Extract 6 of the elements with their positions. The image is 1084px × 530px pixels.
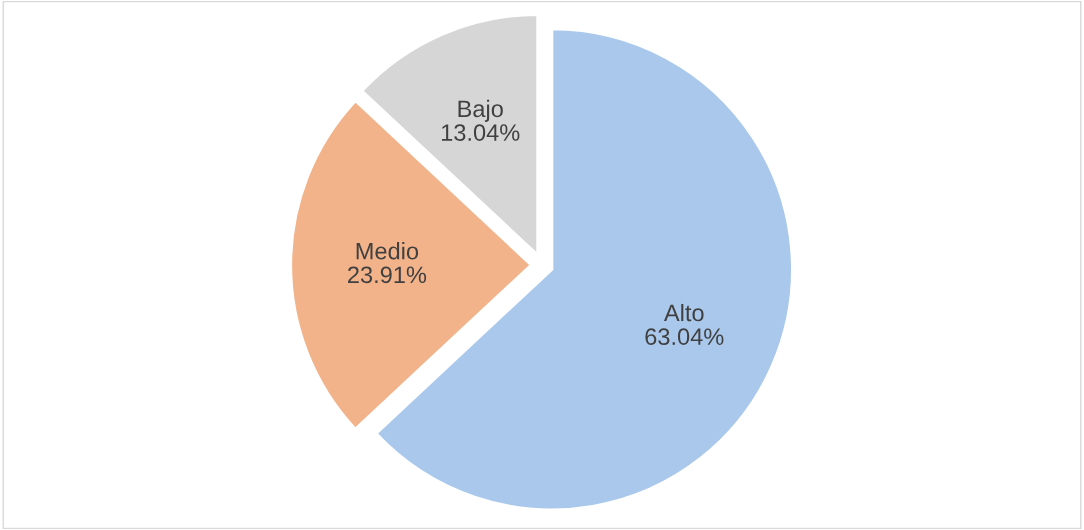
data-label: 63.04% xyxy=(645,328,724,345)
slice-label: Medio xyxy=(356,242,419,260)
data-label: 23.91% xyxy=(348,266,427,284)
slice-label: Alto xyxy=(663,303,704,322)
data-label: 13.04% xyxy=(441,124,520,141)
slice-label: Bajo xyxy=(458,99,503,122)
